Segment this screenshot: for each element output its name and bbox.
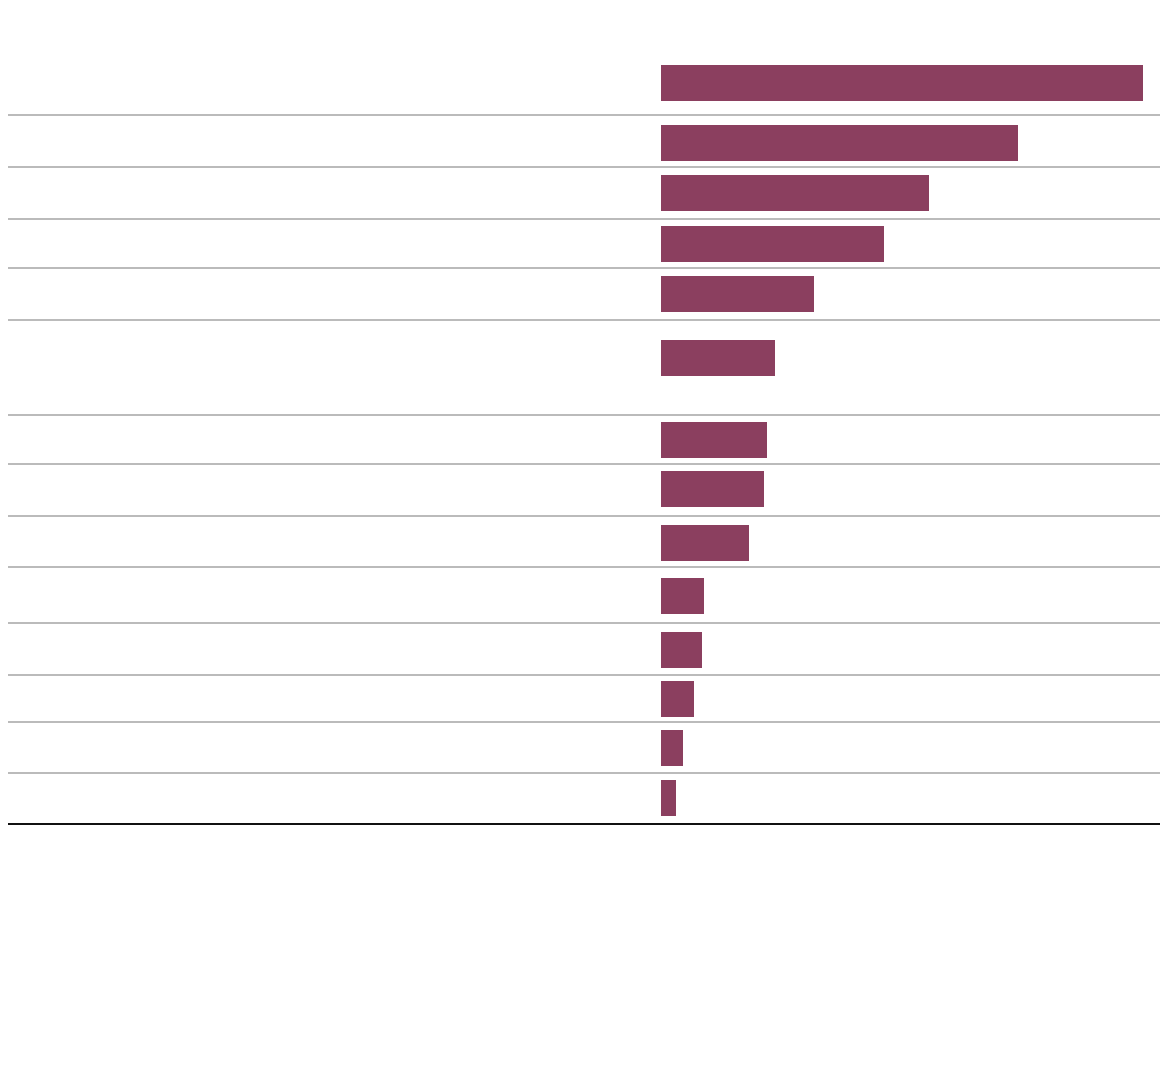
bar bbox=[661, 632, 702, 668]
bar bbox=[661, 125, 1018, 161]
bar bbox=[661, 681, 694, 717]
bar bbox=[661, 730, 683, 766]
bar bbox=[661, 780, 676, 816]
bar bbox=[661, 471, 764, 507]
bar bbox=[661, 226, 884, 262]
bar bbox=[661, 276, 814, 312]
bar bbox=[661, 422, 767, 458]
bar bbox=[661, 340, 775, 376]
bar bbox=[661, 578, 704, 614]
bar bbox=[661, 65, 1143, 101]
bar bbox=[661, 175, 929, 211]
bar bbox=[661, 525, 749, 561]
